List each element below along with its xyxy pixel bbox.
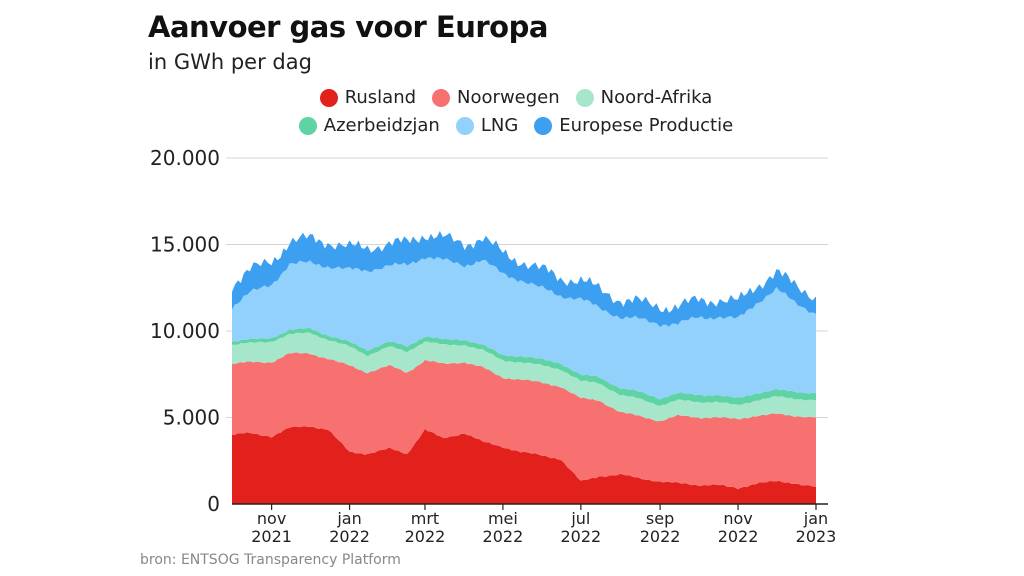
x-tick-label: mrt [411,509,439,528]
legend-item-lng: LNG [455,115,519,136]
x-tick-label: sep [646,509,674,528]
legend-label-noorwegen: Noorwegen [457,87,560,108]
x-tick-label: jan [803,509,828,528]
x-tick-label: 2022 [405,527,446,546]
legend-label-lng: LNG [480,115,519,136]
x-tick-label: 2022 [483,527,524,546]
legend-item-noorwegen: Noorwegen [432,87,560,108]
legend-swatch-noord-afrika [575,88,594,107]
x-tick-label: jan [336,509,361,528]
legend-label-azerbeidzjan: Azerbeidzjan [323,115,440,136]
legend-swatch-rusland [319,88,338,107]
legend-item-noord-afrika: Noord-Afrika [575,87,713,108]
legend-label-rusland: Rusland [344,87,417,108]
x-tick-label: 2022 [561,527,602,546]
area-lng [232,257,816,400]
legend-row-2: Azerbeidzjan LNG Europese Productie [148,115,884,136]
area-europese-productie [232,230,816,327]
x-tick-label: nov [723,509,752,528]
y-tick-label: 20.000 [150,146,220,170]
y-tick-label: 0 [207,492,220,516]
legend-label-noord-afrika: Noord-Afrika [600,87,713,108]
chart-title: Aanvoer gas voor Europa [148,10,548,44]
area-azerbeidzjan [232,327,816,406]
area-noord-afrika [232,332,816,422]
x-tick-label: 2022 [640,527,681,546]
legend-item-azerbeidzjan: Azerbeidzjan [298,115,440,136]
legend-swatch-noorwegen [432,88,451,107]
legend-swatch-azerbeidzjan [298,116,317,135]
legend-swatch-lng [455,116,474,135]
legend-label-europese-productie: Europese Productie [559,115,734,136]
x-axis: nov2021jan2022mrt2022mei2022jul2022sep20… [232,503,837,546]
area-rusland [232,426,816,504]
x-tick-label: 2023 [796,527,837,546]
x-tick-label: 2021 [251,527,292,546]
legend-row-1: Rusland Noorwegen Noord-Afrika [148,87,884,108]
y-axis: 0 5.000 10.000 15.000 20.000 [150,146,220,516]
legend-swatch-europese-productie [534,116,553,135]
x-tick-label: jul [570,509,590,528]
x-tick-label: 2022 [329,527,370,546]
legend-item-europese-productie: Europese Productie [534,115,733,136]
area-noorwegen [232,352,816,490]
chart-subtitle: in GWh per dag [148,50,312,74]
x-tick-label: 2022 [718,527,759,546]
area-series [232,230,816,504]
x-tick-label: nov [257,509,286,528]
y-tick-label: 15.000 [150,233,220,257]
x-tick-label: mei [488,509,518,528]
legend-item-rusland: Rusland [319,87,417,108]
source-note: bron: ENTSOG Transparency Platform [140,552,401,568]
y-tick-label: 10.000 [150,319,220,343]
y-tick-label: 5.000 [163,406,220,430]
